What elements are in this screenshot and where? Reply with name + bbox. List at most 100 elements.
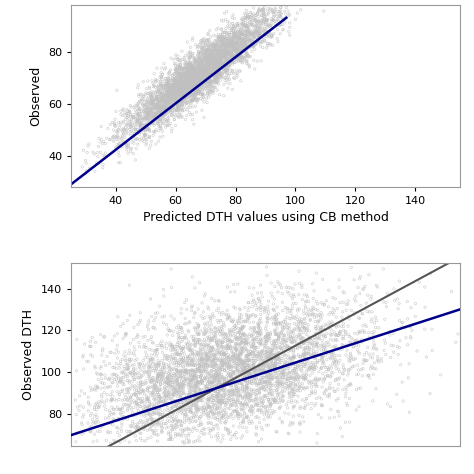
Point [223,362,231,369]
Point [255,319,263,327]
Point [137,118,145,126]
Point [315,334,322,342]
Point [271,363,279,370]
Point [259,399,266,406]
Point [192,83,200,91]
Point [188,76,196,83]
Point [124,317,131,324]
Point [221,33,228,40]
Point [276,375,283,383]
Point [153,392,161,400]
Point [210,374,218,382]
Point [222,424,229,432]
Point [207,353,214,361]
Point [193,57,201,64]
Point [136,118,143,126]
Point [253,306,260,313]
Point [220,50,228,58]
Point [358,336,365,343]
Point [232,54,239,62]
Point [281,324,288,331]
Point [172,101,179,109]
Point [215,48,222,55]
Point [387,341,395,349]
Point [248,47,256,55]
Point [171,378,178,386]
Point [257,423,265,431]
Point [244,412,251,420]
Point [119,126,127,134]
Point [243,56,250,64]
Point [287,379,294,387]
Point [218,73,225,81]
Point [254,348,261,356]
Point [375,358,383,366]
Point [279,338,286,346]
Point [223,46,230,54]
Point [171,76,178,83]
Point [256,26,264,34]
Point [197,392,204,399]
Point [210,31,218,39]
Point [147,93,155,101]
Point [350,295,358,303]
Point [95,160,102,167]
Point [310,344,318,351]
Point [230,377,237,385]
Point [213,66,220,73]
Point [199,75,206,82]
Point [254,37,261,45]
Point [207,345,215,352]
Point [228,25,236,33]
Point [92,411,100,419]
Point [259,16,266,23]
Point [251,336,258,343]
Point [226,363,234,371]
Point [175,68,183,76]
Point [227,436,235,443]
Point [367,293,375,301]
Point [274,377,282,385]
Point [228,36,236,44]
Point [240,419,247,427]
Point [228,387,235,394]
Point [222,53,230,61]
Point [229,355,237,362]
Point [185,390,192,398]
Point [300,338,308,346]
Point [219,52,227,59]
Point [185,319,193,327]
Point [209,72,217,79]
Point [197,75,204,83]
Point [158,370,166,377]
Point [230,32,238,40]
Point [236,38,244,46]
Point [216,386,223,393]
Point [205,396,212,404]
Point [253,19,261,27]
Point [244,15,251,23]
Point [318,401,325,408]
Point [325,366,332,374]
Point [172,97,180,104]
Point [275,349,283,357]
Point [141,115,148,122]
Point [315,330,323,338]
Point [136,370,143,378]
Point [152,140,160,148]
Point [219,339,227,346]
Point [171,66,179,74]
Point [177,113,185,120]
Point [187,84,194,91]
Point [213,341,221,348]
Point [257,341,265,349]
Point [221,49,228,57]
Point [172,88,179,96]
Point [213,336,220,343]
Point [207,393,214,401]
Point [228,381,235,388]
Point [163,75,171,82]
Point [268,31,275,38]
Point [153,93,160,100]
Point [180,73,187,81]
